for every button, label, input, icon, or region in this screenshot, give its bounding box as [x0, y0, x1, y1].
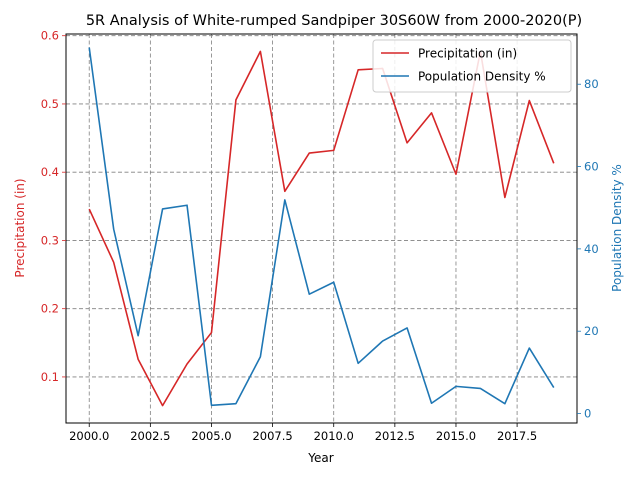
- y-axis-right: 0 20 40 60 80: [577, 77, 599, 421]
- x-tick-label: 2015.0: [436, 429, 476, 443]
- x-tick-label: 2007.5: [252, 429, 292, 443]
- legend-box: [372, 39, 572, 93]
- legend-label-precipitation: Precipitation (in): [418, 47, 517, 61]
- plot-area: [88, 47, 555, 407]
- x-axis-label: Year: [307, 451, 333, 465]
- y-right-tick-label: 0: [584, 407, 591, 421]
- y-right-tick-label: 60: [584, 160, 599, 174]
- y-axis-right-label: Population Density %: [610, 164, 624, 292]
- y-left-tick-label: 0.1: [41, 370, 59, 384]
- x-tick-label: 2012.5: [375, 429, 415, 443]
- grid-lines: [66, 34, 577, 423]
- y-left-tick-label: 0.3: [41, 233, 59, 247]
- y-left-tick-label: 0.6: [41, 29, 59, 43]
- y-left-tick-label: 0.4: [41, 165, 59, 179]
- y-right-tick-label: 40: [584, 242, 599, 256]
- x-tick-label: 2000.0: [69, 429, 109, 443]
- chart-title: 5R Analysis of White-rumped Sandpiper 30…: [86, 13, 582, 29]
- series-line-population-density: [88, 47, 555, 407]
- x-tick-label: 2005.0: [191, 429, 231, 443]
- legend-label-population-density: Population Density %: [418, 70, 546, 84]
- y-axis-left: 0.1 0.2 0.3 0.4 0.5 0.6: [41, 29, 66, 384]
- x-tick-label: 2017.5: [497, 429, 537, 443]
- x-axis: 2000.0 2002.5 2005.0 2007.5 2010.0 2012.5 2015…: [69, 423, 537, 443]
- y-left-tick-label: 0.5: [41, 97, 59, 111]
- y-axis-left-label: Precipitation (in): [13, 178, 27, 277]
- plot-frame: [65, 33, 578, 424]
- y-right-tick-label: 20: [584, 324, 599, 338]
- x-tick-label: 2010.0: [314, 429, 354, 443]
- y-right-tick-label: 80: [584, 77, 599, 91]
- x-tick-label: 2002.5: [130, 429, 170, 443]
- legend: Precipitation (in) Population Density %: [372, 39, 572, 93]
- y-left-tick-label: 0.2: [41, 302, 59, 316]
